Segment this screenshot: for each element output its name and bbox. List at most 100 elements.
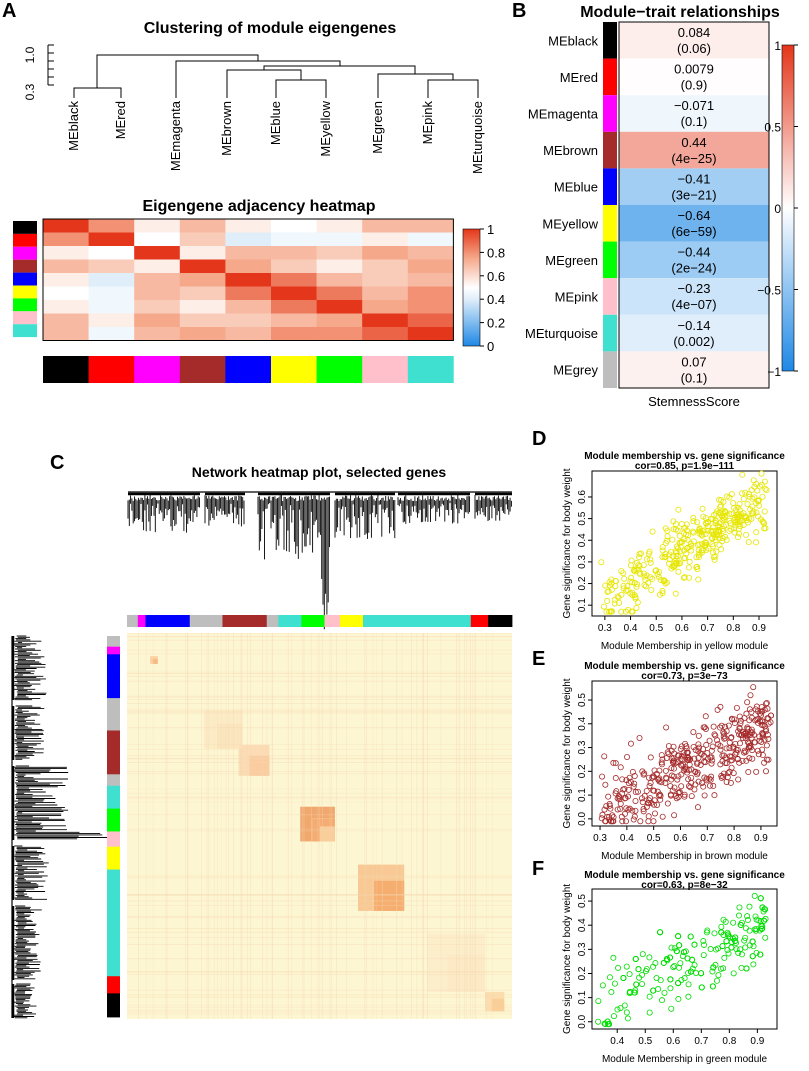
scatter-point xyxy=(756,718,763,725)
scatter-point xyxy=(659,997,666,1004)
scatter-point xyxy=(609,812,616,819)
scatter-point xyxy=(668,1005,675,1012)
dendrogram-tree xyxy=(73,54,479,98)
scatter-point xyxy=(629,768,636,775)
scatter-point xyxy=(669,536,676,543)
scatter-point xyxy=(723,938,730,945)
scatter-point xyxy=(646,993,653,1000)
adjacency-cell xyxy=(43,286,89,301)
scatter-point xyxy=(763,487,770,494)
scatter-point xyxy=(663,724,670,731)
network-faint-stripe xyxy=(127,792,512,794)
network-faint-stripe xyxy=(427,633,428,1019)
adjacency-cell xyxy=(179,286,226,301)
scatter-point xyxy=(753,716,760,723)
network-module-core xyxy=(491,998,505,1012)
adjacency-cell xyxy=(43,300,89,314)
network-faint-stripe xyxy=(166,633,168,1019)
scatter-point xyxy=(702,542,709,549)
scatter-point xyxy=(617,805,624,812)
trait-cell xyxy=(619,95,769,132)
scatter-point xyxy=(755,751,762,758)
scatter-point xyxy=(633,981,640,988)
network-top-color-segment xyxy=(363,615,472,627)
dendro-leaf-label: MEpink xyxy=(420,101,435,145)
network-faint-stripe xyxy=(127,727,512,729)
scatter-y-tick-label: 0.4 xyxy=(577,716,588,730)
scatter-point xyxy=(748,734,755,741)
scatter-point xyxy=(748,515,755,522)
scatter-point xyxy=(667,976,674,983)
scatter-point xyxy=(713,977,720,984)
trait-cell-pvalue: (6e−59) xyxy=(671,224,716,239)
scatter-point xyxy=(658,752,665,759)
scatter-point xyxy=(606,801,613,808)
scatter-point xyxy=(703,929,710,936)
scatter-y-tick-label: 0.0 xyxy=(577,811,588,825)
scatter-point xyxy=(762,525,769,532)
scatter-point xyxy=(753,768,760,775)
scatter-point xyxy=(675,996,682,1003)
scatter-point xyxy=(733,506,740,513)
scatter-point xyxy=(731,517,738,524)
scatter-point xyxy=(624,583,631,590)
network-top-dendrogram xyxy=(127,491,512,630)
scatter-point xyxy=(621,1002,628,1009)
scatter-point xyxy=(650,787,657,794)
scatter-point xyxy=(718,923,725,930)
scatter-point xyxy=(655,574,662,581)
scatter-point xyxy=(746,490,753,497)
scatter-point xyxy=(747,506,754,513)
scatter-point xyxy=(751,494,758,501)
scatter-point xyxy=(658,759,665,766)
scatter-point xyxy=(644,800,651,807)
scatter-point xyxy=(744,517,751,524)
trait-legend-label: 1 xyxy=(774,39,781,53)
trait-row-label: MEbrown xyxy=(543,143,598,158)
scatter-y-tick-label: 0.5 xyxy=(577,894,588,908)
scatter-x-tick-label: 0.8 xyxy=(727,833,741,844)
scatter-point xyxy=(647,556,654,563)
network-faint-stripe xyxy=(127,796,512,798)
scatter-point xyxy=(661,989,668,996)
scatter-point xyxy=(700,783,707,790)
trait-row-label: MEblack xyxy=(548,33,598,48)
trait-cell xyxy=(619,314,769,352)
trait-cell-pvalue: (0.002) xyxy=(673,334,714,349)
network-faint-stripe xyxy=(456,633,457,1019)
scatter-point xyxy=(631,989,638,996)
scatter-point xyxy=(659,544,666,551)
scatter-point xyxy=(738,490,745,497)
scatter-point xyxy=(659,756,666,763)
network-faint-stripe xyxy=(220,633,222,1019)
adjacency-legend-label: 0 xyxy=(487,339,494,354)
network-top-color-segment xyxy=(324,615,341,627)
scatter-point xyxy=(632,568,639,575)
scatter-point xyxy=(675,793,682,800)
dendro-leaf-label: MEyellow xyxy=(318,100,333,156)
scatter-point xyxy=(715,972,722,979)
scatter-point xyxy=(722,918,729,925)
scatter-point xyxy=(742,925,749,932)
scatter-point xyxy=(702,725,709,732)
network-faint-stripe xyxy=(165,633,167,1019)
scatter-point xyxy=(635,566,642,573)
scatter-point xyxy=(709,983,716,990)
scatter-point xyxy=(648,586,655,593)
adjacency-cell xyxy=(134,286,181,301)
adjacency-cell xyxy=(362,327,409,341)
scatter-point xyxy=(694,804,701,811)
scatter-point xyxy=(703,777,710,784)
scatter-point xyxy=(681,793,688,800)
network-faint-stripe xyxy=(127,758,512,759)
network-faint-stripe xyxy=(127,755,512,757)
scatter-point xyxy=(695,778,702,785)
scatter-point xyxy=(655,986,662,993)
network-faint-stripe xyxy=(474,633,476,1019)
adjacency-cell xyxy=(362,313,409,328)
adjacency-cell xyxy=(316,219,363,233)
scatter-point xyxy=(728,491,735,498)
adjacency-cell xyxy=(362,246,409,260)
adjacency-cell xyxy=(362,232,409,247)
scatter-point xyxy=(636,554,643,561)
